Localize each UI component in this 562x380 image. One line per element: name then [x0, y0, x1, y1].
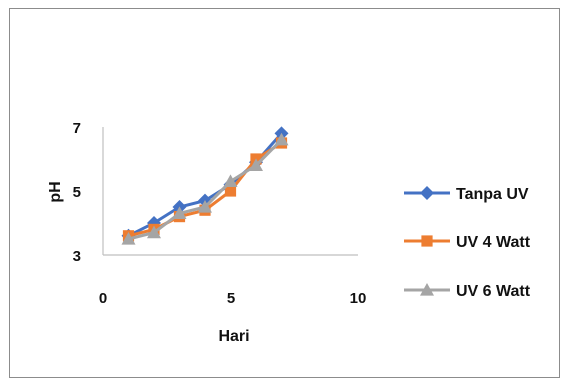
data-point-uv-4-watt: [224, 185, 237, 197]
data-point-uv-6-watt: [147, 225, 161, 239]
y-tick-label: 7: [73, 120, 81, 137]
legend-label-tanpa-uv: Tanpa UV: [456, 186, 529, 203]
data-point-uv-6-watt: [274, 132, 289, 146]
data-point-uv-6-watt: [121, 232, 136, 245]
chart-frame: [9, 8, 560, 378]
tick-labels: 7 5 3 0 5 10: [73, 120, 367, 307]
x-tick-label: 5: [227, 290, 235, 307]
data-point-uv-6-watt: [249, 158, 263, 171]
legend-marker-tanpa-uv: [420, 186, 434, 200]
data-point-uv-6-watt: [223, 174, 238, 187]
series-layer: [121, 126, 289, 245]
legend-marker-uv-6-watt: [420, 283, 434, 296]
legend-label-uv-4-watt: UV 4 Watt: [456, 234, 531, 251]
plot-axes: [102, 127, 358, 256]
x-axis-title: Hari: [218, 328, 249, 345]
y-tick-label: 3: [73, 248, 81, 265]
data-point-uv-6-watt: [172, 206, 187, 219]
x-tick-label: 10: [350, 290, 367, 307]
y-tick-label: 5: [73, 184, 81, 201]
data-point-uv-6-watt: [198, 200, 212, 213]
x-tick-label: 0: [99, 290, 107, 307]
legend: Tanpa UV UV 4 Watt UV 6 Watt: [404, 186, 531, 300]
y-axis-title: pH: [47, 181, 64, 202]
legend-label-uv-6-watt: UV 6 Watt: [456, 283, 531, 300]
legend-marker-uv-4-watt: [421, 235, 433, 247]
